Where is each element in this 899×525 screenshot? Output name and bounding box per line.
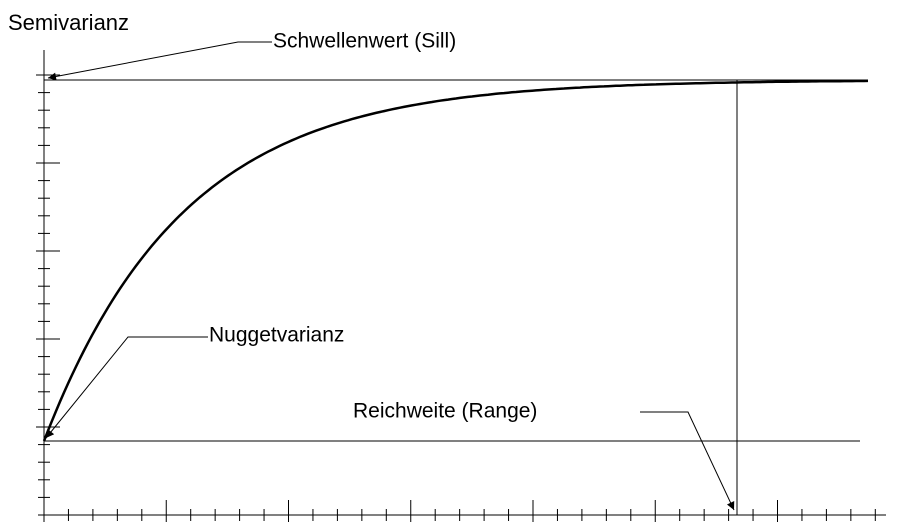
nugget-leader [45, 336, 208, 439]
y-axis-label: Semivarianz [8, 10, 129, 35]
sill-annotation: Schwellenwert (Sill) [273, 30, 456, 53]
sill-leader [47, 41, 272, 81]
range-leader [640, 411, 735, 511]
axis-ticks [36, 74, 876, 522]
nugget-annotation: Nuggetvarianz [209, 324, 344, 347]
model-curve [42, 79, 869, 442]
range-annotation: Reichweite (Range) [353, 400, 537, 423]
